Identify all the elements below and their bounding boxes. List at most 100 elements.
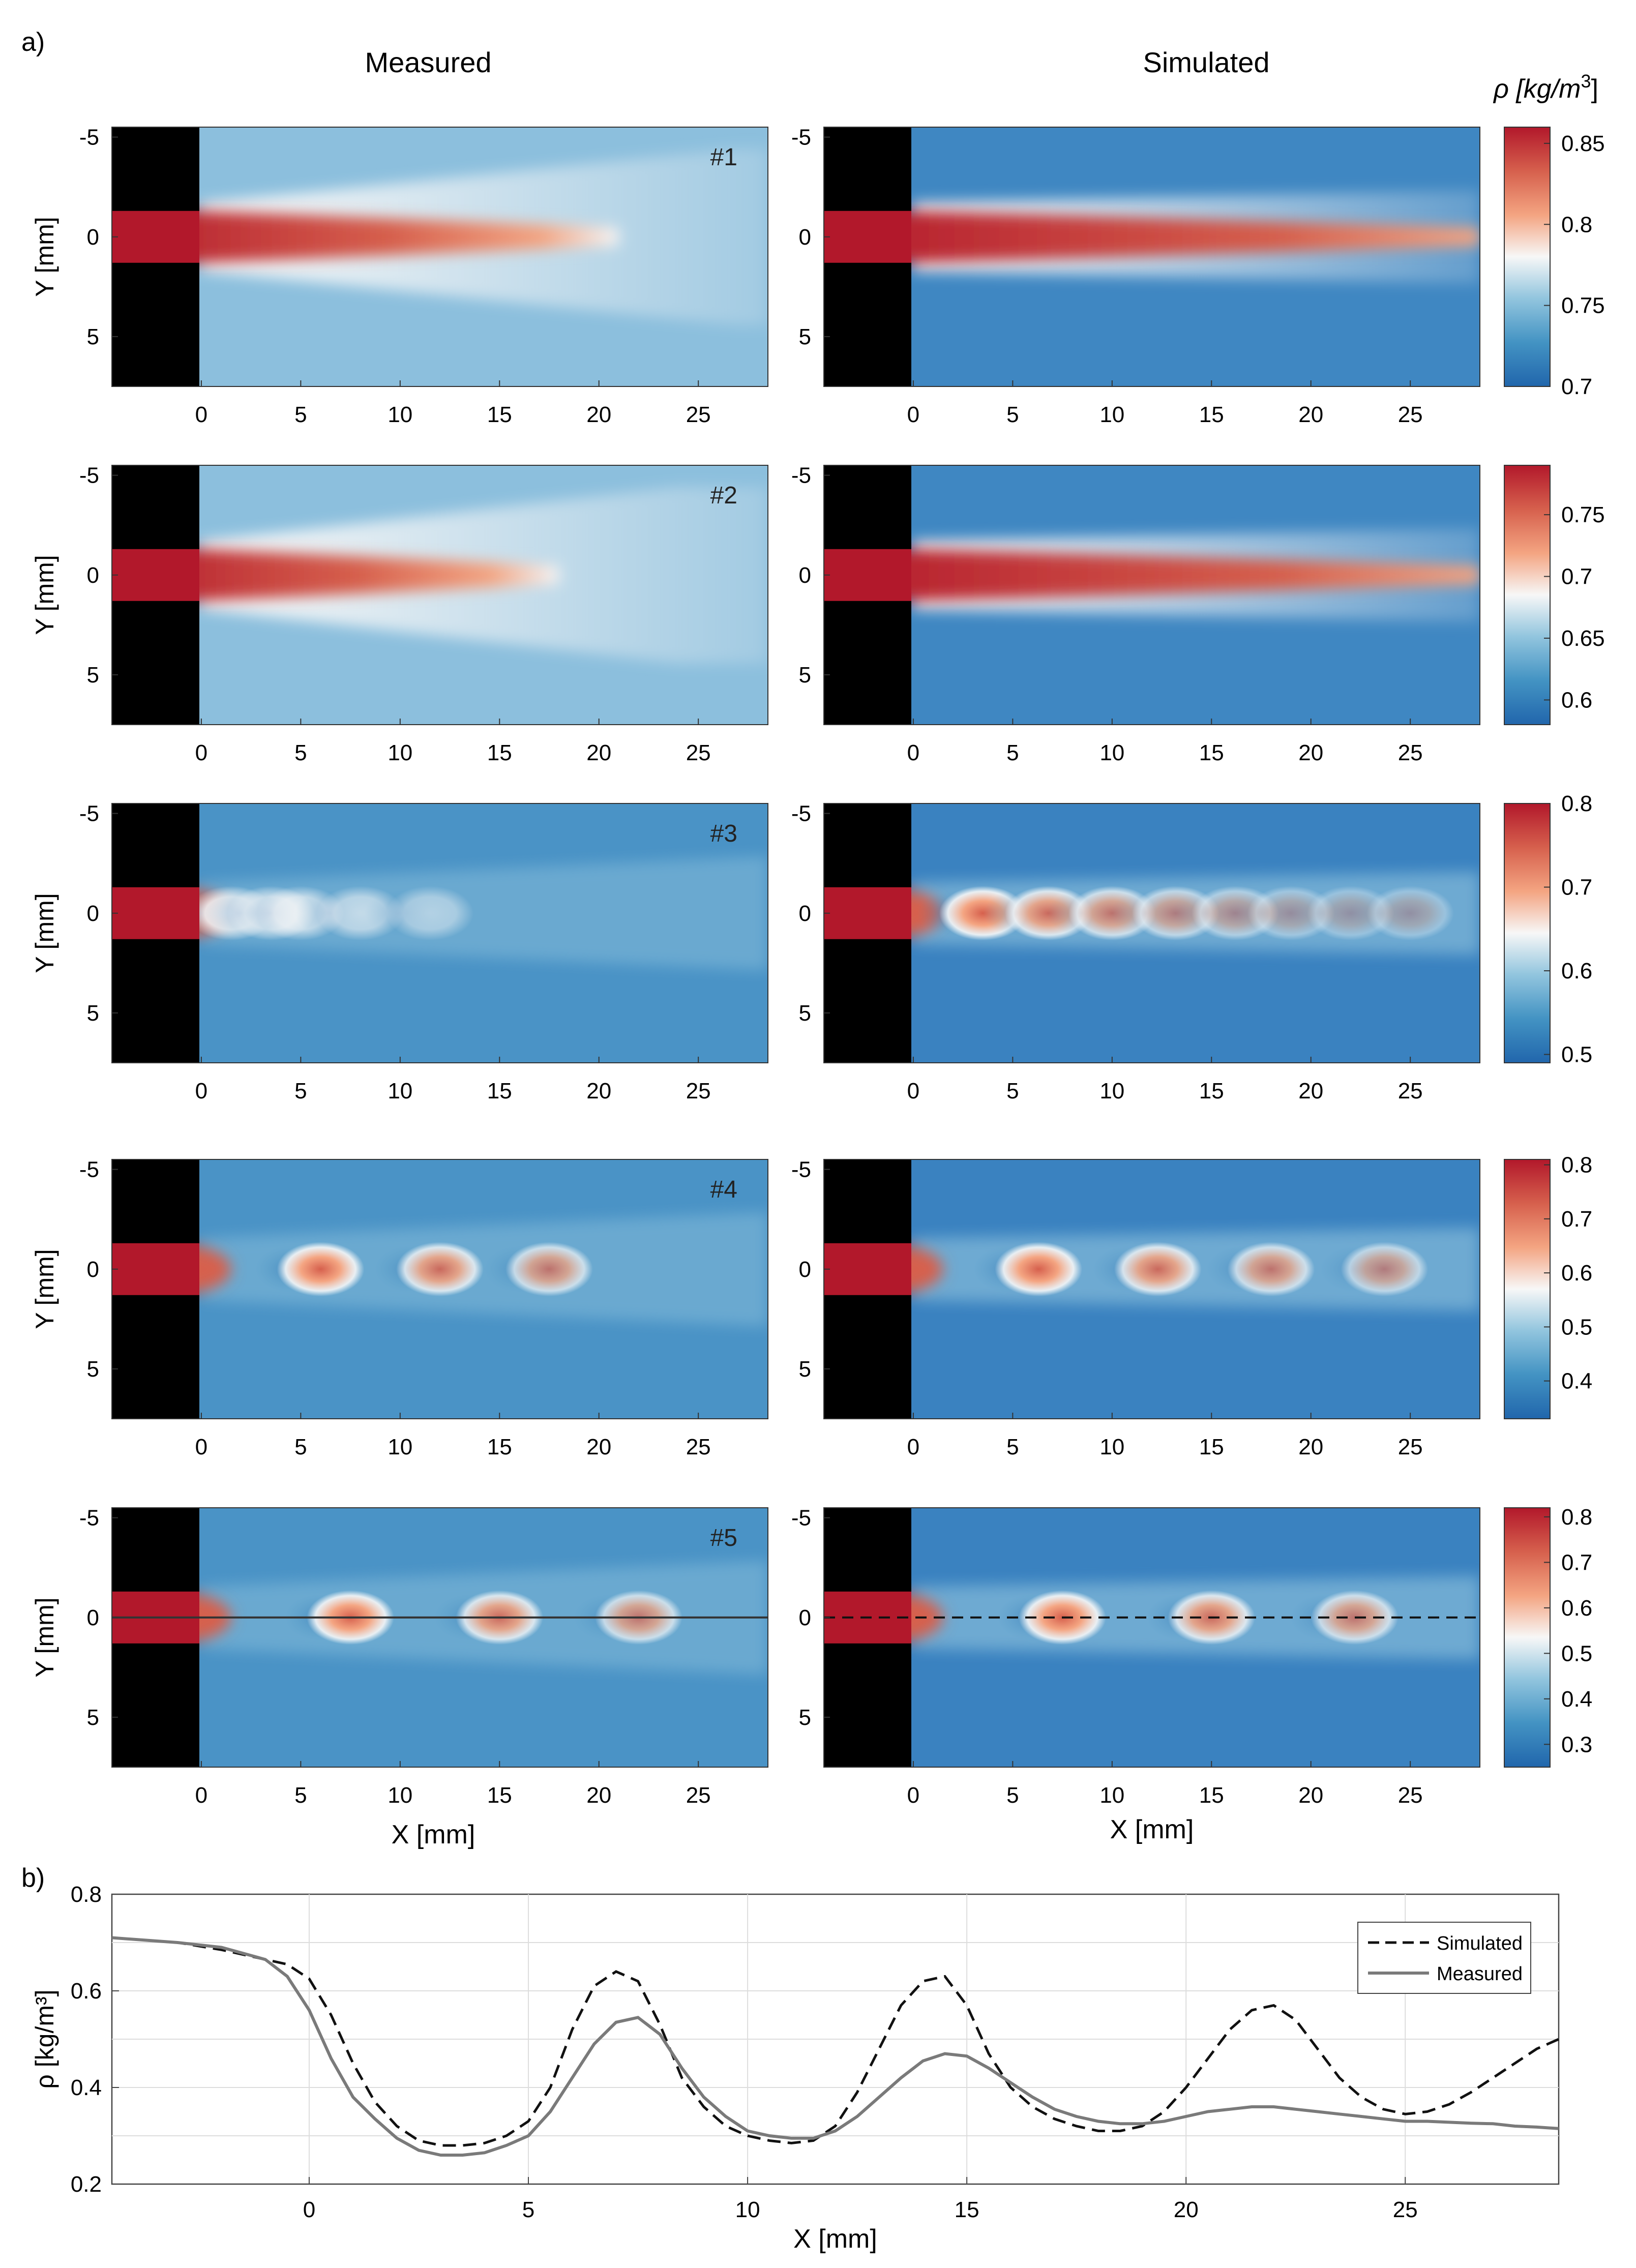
x-tick-label: 25	[1393, 2197, 1418, 2222]
x-tick-label: 25	[686, 1783, 711, 1808]
y-tick-label: 5	[87, 324, 99, 349]
x-tick-label: 20	[1298, 1435, 1323, 1459]
column-title-simulated: Simulated	[1143, 46, 1269, 78]
nozzle-flow	[824, 887, 911, 939]
shock-cell	[1341, 1242, 1429, 1297]
x-tick-label: 5	[294, 1079, 307, 1103]
panel-frame	[823, 803, 1480, 1063]
y-tick-label: 0	[87, 901, 99, 926]
x-tick-label: 25	[1398, 1783, 1423, 1808]
y-tick-label: -5	[79, 801, 99, 826]
series-line-simulated	[111, 1936, 1560, 2147]
heatmap-case-2-measured: #2 Y [mm] 0 5 10 15 20 25 -5 0 5	[31, 463, 768, 765]
jet-core	[112, 549, 559, 601]
profile-line-chart: 0 5 10 15 20 25 0.2 0.4 0.6 0.8 X [mm] ρ [kg/m³] Sim…	[31, 1882, 1560, 2254]
x-tick-label: 20	[1298, 402, 1323, 427]
heatmap-case-4-measured: #4 Y [mm] 0 5 10 15 20 25 -5 0 5	[31, 1157, 768, 1459]
colorbar-scale	[1504, 803, 1551, 1063]
y-tick-label: 0	[799, 1605, 811, 1630]
series-line-measured	[111, 1936, 1559, 2157]
x-tick-label: 0	[195, 740, 207, 765]
colorbar-tick-label: 0.7	[1561, 564, 1592, 589]
y-axis-label: Y [mm]	[31, 1249, 59, 1329]
y-tick-label: 5	[87, 1357, 99, 1382]
y-tick-label: 0	[87, 1605, 99, 1630]
y-tick-label: 0.6	[71, 1979, 102, 2004]
y-tick-label: 0	[87, 1257, 99, 1282]
y-tick-label: -5	[79, 1506, 99, 1531]
case-label: #5	[710, 1525, 737, 1551]
y-axis-label: Y [mm]	[31, 217, 59, 296]
x-tick-label: 15	[487, 1783, 512, 1808]
legend: Simulated Measured	[1357, 1922, 1531, 1994]
x-tick-label: 10	[1099, 402, 1124, 427]
x-tick-label: 15	[487, 1435, 512, 1459]
y-tick-label: 0.2	[71, 2172, 102, 2197]
panel-b-label: b)	[21, 1863, 45, 1893]
colorbar-tick-label: 0.5	[1561, 1042, 1592, 1067]
x-tick-label: 15	[487, 740, 512, 765]
x-tick-label: 25	[686, 1079, 711, 1103]
x-tick-label: 25	[686, 1435, 711, 1459]
x-tick-label: 20	[586, 740, 611, 765]
x-tick-label: 0	[907, 1079, 919, 1103]
x-tick-label: 5	[522, 2197, 534, 2222]
shock-cell	[396, 1242, 484, 1297]
colorbar-tick-label: 0.75	[1561, 293, 1605, 318]
y-tick-label: -5	[79, 125, 99, 150]
x-tick-label: 5	[294, 402, 307, 427]
colorbar-tick-label: 0.8	[1561, 1505, 1592, 1530]
case-label: #4	[710, 1176, 737, 1203]
colorbars: 0.7 0.75 0.8 0.85 0.6 0.65 0.7 0.75 0.5 0.6 0.7 0.8…	[1504, 127, 1605, 1768]
x-axis-label-simulated: X [mm]	[1110, 1815, 1194, 1844]
jet-core	[824, 211, 1480, 263]
colorbar-tick-label: 0.7	[1561, 1207, 1592, 1232]
x-tick-label: 5	[1006, 740, 1019, 765]
heatmap-case-1-measured: #1 Y [mm] 0 5 10 15 20 25 -5 0 5	[31, 125, 768, 427]
colorbar-scale	[1504, 1507, 1551, 1768]
x-tick-label: 10	[735, 2197, 760, 2222]
shock-cell	[1227, 1242, 1315, 1297]
x-tick-label: 0	[907, 1783, 919, 1808]
y-tick-label: 5	[87, 1001, 99, 1026]
y-axis-label: ρ [kg/m³]	[31, 1989, 59, 2088]
y-tick-label: 5	[799, 1001, 811, 1026]
shock-cell	[505, 1242, 593, 1297]
y-tick-label: 0.4	[71, 2075, 102, 2100]
x-tick-label: 0	[907, 1435, 919, 1459]
y-tick-label: 5	[799, 663, 811, 688]
column-title-measured: Measured	[365, 46, 491, 78]
case-label: #2	[710, 482, 737, 509]
x-tick-label: 10	[1099, 1783, 1124, 1808]
x-axis-label-measured: X [mm]	[392, 1820, 475, 1849]
shock-cell	[277, 1242, 365, 1297]
colorbar-tick-label: 0.5	[1561, 1641, 1592, 1666]
heatmap-case-3-measured: #3 Y [mm] 0 5 10 15 20 25 -5 0 5	[31, 801, 768, 1103]
legend-entry: Measured	[1437, 1963, 1523, 1985]
colorbar-case-1: 0.7 0.75 0.8 0.85	[1504, 127, 1605, 399]
panel-a-label: a)	[21, 27, 45, 57]
colorbar-tick-label: 0.8	[1561, 1153, 1592, 1178]
nozzle-flow	[112, 549, 199, 601]
legend-box	[1357, 1922, 1531, 1994]
x-tick-label: 20	[586, 1783, 611, 1808]
x-tick-label: 0	[907, 740, 919, 765]
legend-entry: Simulated	[1437, 1933, 1523, 1954]
shock-cell	[1311, 1590, 1399, 1645]
heatmap-case-5-simulated: 0 5 10 15 20 25 -5 0 5	[791, 1506, 1480, 1808]
x-tick-label: 10	[388, 740, 412, 765]
case-label: #3	[710, 820, 737, 847]
x-axis-label: X [mm]	[793, 2224, 877, 2254]
colorbar-title: ρ [kg/m3]	[1493, 71, 1598, 104]
colorbar-case-4: 0.4 0.5 0.6 0.7 0.8	[1504, 1153, 1592, 1419]
nozzle-flow	[824, 211, 911, 263]
x-tick-label: 10	[388, 1435, 412, 1459]
x-tick-label: 5	[294, 1435, 307, 1459]
x-tick-label: 20	[1298, 740, 1323, 765]
x-tick-label: 10	[1099, 740, 1124, 765]
x-tick-label: 20	[1174, 2197, 1199, 2222]
y-tick-label: 0	[799, 901, 811, 926]
colorbar-tick-label: 0.3	[1561, 1732, 1592, 1757]
y-tick-label: 0	[799, 225, 811, 250]
